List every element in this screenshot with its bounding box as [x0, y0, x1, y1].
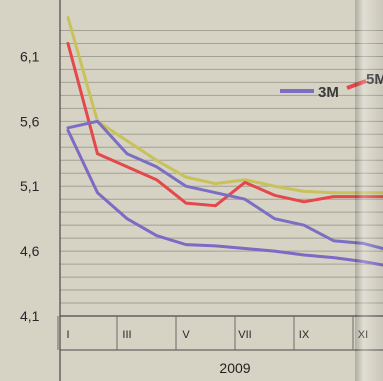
- series-line-2: [66, 41, 383, 208]
- gridlines: [60, 29, 383, 317]
- x-tick-label: IX: [299, 329, 310, 341]
- series-line-4: [66, 128, 383, 267]
- legend: 3M 5M: [280, 71, 383, 101]
- x-tick-label: III: [122, 329, 131, 341]
- x-tick-label: V: [182, 329, 190, 341]
- y-tick-label: 6,1: [20, 48, 40, 64]
- axes: 6,15,65,14,64,1IIIIVVIIIXXIIIIIVVIIIX200…: [20, 0, 383, 381]
- legend-label-3m: 3M: [318, 84, 339, 101]
- y-tick-label: 4,1: [20, 308, 40, 324]
- x-tick-label: XI: [358, 329, 368, 341]
- year-label: 2009: [219, 360, 250, 376]
- series-line-1: [66, 16, 383, 195]
- x-tick-label: I: [66, 329, 69, 341]
- series-lines: [66, 16, 383, 267]
- y-tick-label: 4,6: [20, 243, 40, 259]
- y-tick-label: 5,1: [20, 178, 40, 194]
- x-tick-label: VII: [238, 329, 251, 341]
- legend-swatch-5m: [346, 79, 367, 90]
- y-tick-label: 5,6: [20, 113, 40, 129]
- legend-label-5m: 5M: [366, 71, 383, 88]
- series-line-3: [66, 119, 383, 251]
